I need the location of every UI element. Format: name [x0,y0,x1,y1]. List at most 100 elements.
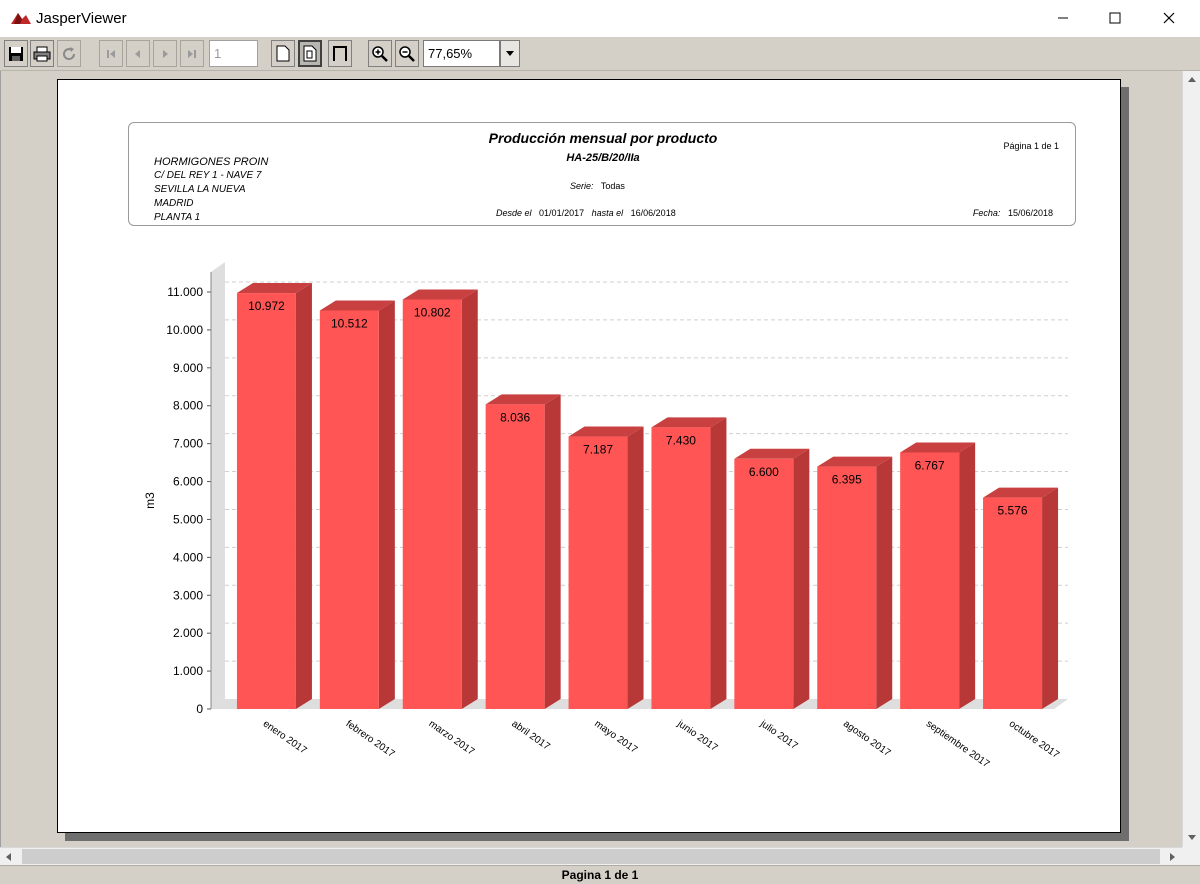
y-tick-label: 3.000 [173,588,203,602]
close-button[interactable] [1146,0,1192,36]
maximize-button[interactable] [1092,0,1138,36]
company-plant: PLANTA 1 [154,212,201,223]
company-address: C/ DEL REY 1 - NAVE 7 [154,170,262,181]
report-page: Producción mensual por producto HA-25/B/… [57,79,1121,833]
zoom-out-button[interactable] [395,40,419,67]
zoom-in-icon [372,45,388,62]
vertical-scrollbar[interactable] [1182,71,1200,847]
bar-value-label: 10.512 [331,316,368,330]
status-bar: Pagina 1 de 1 [0,865,1200,884]
bar-side [959,442,976,709]
zoom-dropdown-button[interactable] [500,40,520,67]
company-info: HORMIGONES PROIN C/ DEL REY 1 - NAVE 7 S… [154,155,268,225]
report-viewport: Producción mensual por producto HA-25/B/… [0,71,1182,847]
actual-size-button[interactable] [271,40,295,67]
last-page-button[interactable] [180,40,204,67]
chevron-right-icon [1170,852,1175,861]
bar [402,299,462,709]
bar [236,293,296,709]
fecha-value: 15/06/2018 [1007,208,1053,218]
horizontal-scroll-thumb[interactable] [22,849,1160,864]
bar-top [734,448,810,459]
bar [651,427,711,709]
save-icon [9,46,23,61]
chevron-left-icon [6,852,11,861]
chevron-down-icon [1187,835,1196,840]
next-page-icon [163,49,168,58]
bar-top [568,426,644,437]
bar-top [236,283,312,294]
reload-button[interactable] [57,40,81,67]
y-tick-label: 4.000 [173,550,203,564]
previous-page-button[interactable] [126,40,150,67]
serie-label: Serie: [570,181,594,191]
fecha-line: Fecha: 15/06/2018 [973,208,1053,218]
bar-top [485,394,561,405]
report-subtitle: HA-25/B/20/IIa [566,152,640,164]
report-title: Producción mensual por producto [488,130,718,146]
bar-value-label: 6.395 [832,473,862,487]
report-header: Producción mensual por producto HA-25/B/… [128,122,1076,226]
bar-value-label: 7.187 [583,443,613,457]
bar-side [544,394,561,709]
serie-value: Todas [600,181,625,191]
bar-top [817,456,893,467]
horizontal-scrollbar[interactable] [0,847,1182,865]
chevron-down-icon [506,50,514,56]
bar [817,466,877,709]
bar-side [378,300,395,709]
toolbar: 77,65% [0,37,1200,71]
last-page-icon [188,49,196,58]
scrollbar-corner [1182,847,1200,865]
print-button[interactable] [30,40,54,67]
save-button[interactable] [4,40,28,67]
date-range: Desde el 01/01/2017 hasta el 16/06/2018 [496,208,676,218]
first-page-icon [107,49,115,58]
bar-side [876,456,893,709]
bar [319,310,379,709]
x-tick-label: febrero 2017 [344,718,397,760]
y-tick-label: 7.000 [173,437,203,451]
bar-value-label: 5.576 [998,504,1028,518]
zoom-in-button[interactable] [368,40,392,67]
company-province: MADRID [154,198,194,209]
bar-side [710,417,727,709]
minimize-icon [1058,17,1068,19]
y-tick-label: 6.000 [173,475,203,489]
report-page-info: Página 1 de 1 [1003,141,1059,151]
bar-value-label: 6.600 [749,465,779,479]
company-city: SEVILLA LA NUEVA [154,184,246,195]
bar-top [651,417,727,428]
fecha-label: Fecha: [972,208,1001,218]
bar [900,452,960,709]
desde-value: 01/01/2017 [539,208,585,218]
company-name: HORMIGONES PROIN [154,156,269,168]
scroll-right-button[interactable] [1164,848,1181,865]
fit-page-button[interactable] [298,40,322,67]
x-tick-label: junio 2017 [674,718,719,754]
y-axis-label: m3 [143,492,157,509]
first-page-button[interactable] [99,40,123,67]
page-number-input[interactable] [209,40,258,67]
next-page-button[interactable] [153,40,177,67]
scroll-left-button[interactable] [0,848,17,865]
bar-side [793,448,810,709]
y-tick-label: 1.000 [173,664,203,678]
scroll-down-button[interactable] [1183,829,1200,846]
bar-top [402,289,478,300]
y-tick-label: 10.000 [166,323,203,337]
scroll-up-button[interactable] [1183,71,1200,88]
x-tick-label: agosto 2017 [841,718,893,759]
actual-size-icon [276,45,290,62]
minimize-button[interactable] [1040,0,1086,36]
x-tick-label: mayo 2017 [592,718,639,756]
x-tick-label: enero 2017 [261,718,309,756]
zoom-combo[interactable]: 77,65% [423,40,500,67]
x-tick-label: septiembre 2017 [924,718,992,770]
hasta-label: hasta el [591,208,624,218]
close-icon [1163,12,1175,24]
fit-width-button[interactable] [328,40,352,67]
print-icon [33,46,51,61]
serie-line: Serie: Todas [570,181,625,191]
bar [734,458,794,709]
